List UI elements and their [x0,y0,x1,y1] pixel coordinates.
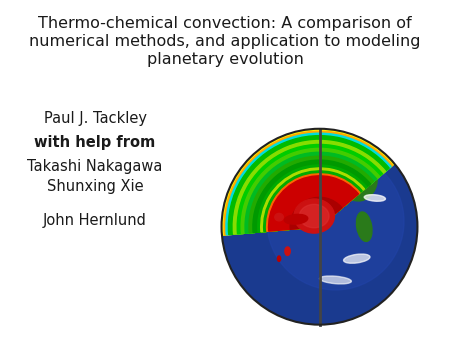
Ellipse shape [320,276,351,284]
Ellipse shape [363,143,393,155]
Wedge shape [258,165,367,232]
Wedge shape [261,168,364,232]
Circle shape [221,129,418,325]
Wedge shape [221,129,395,235]
Wedge shape [269,176,359,231]
Text: Shunxing Xie: Shunxing Xie [47,178,143,193]
Text: Paul J. Tackley: Paul J. Tackley [44,111,147,125]
Ellipse shape [364,195,386,201]
Text: John Hernlund: John Hernlund [43,213,147,227]
Ellipse shape [376,156,395,164]
Wedge shape [245,152,377,233]
Wedge shape [241,148,379,234]
Ellipse shape [275,213,284,221]
Ellipse shape [299,204,329,228]
Text: with help from: with help from [34,136,156,150]
Wedge shape [253,160,370,233]
Ellipse shape [343,161,377,201]
Wedge shape [290,197,342,229]
Ellipse shape [358,154,377,177]
Ellipse shape [285,247,290,256]
Wedge shape [226,133,391,235]
Ellipse shape [356,212,372,241]
Ellipse shape [294,199,334,233]
Wedge shape [233,141,386,234]
Wedge shape [249,156,374,233]
Wedge shape [224,131,393,235]
Ellipse shape [343,254,370,263]
Text: planetary evolution: planetary evolution [147,52,303,67]
Ellipse shape [284,214,308,224]
Circle shape [267,153,404,290]
Text: numerical methods, and application to modeling: numerical methods, and application to mo… [29,34,421,49]
Wedge shape [237,144,382,234]
Text: Takashi Nakagawa: Takashi Nakagawa [27,159,163,173]
Wedge shape [229,136,389,235]
Ellipse shape [278,256,281,261]
Wedge shape [266,174,360,231]
Text: Thermo-chemical convection: A comparison of: Thermo-chemical convection: A comparison… [38,16,412,31]
Wedge shape [264,171,362,232]
